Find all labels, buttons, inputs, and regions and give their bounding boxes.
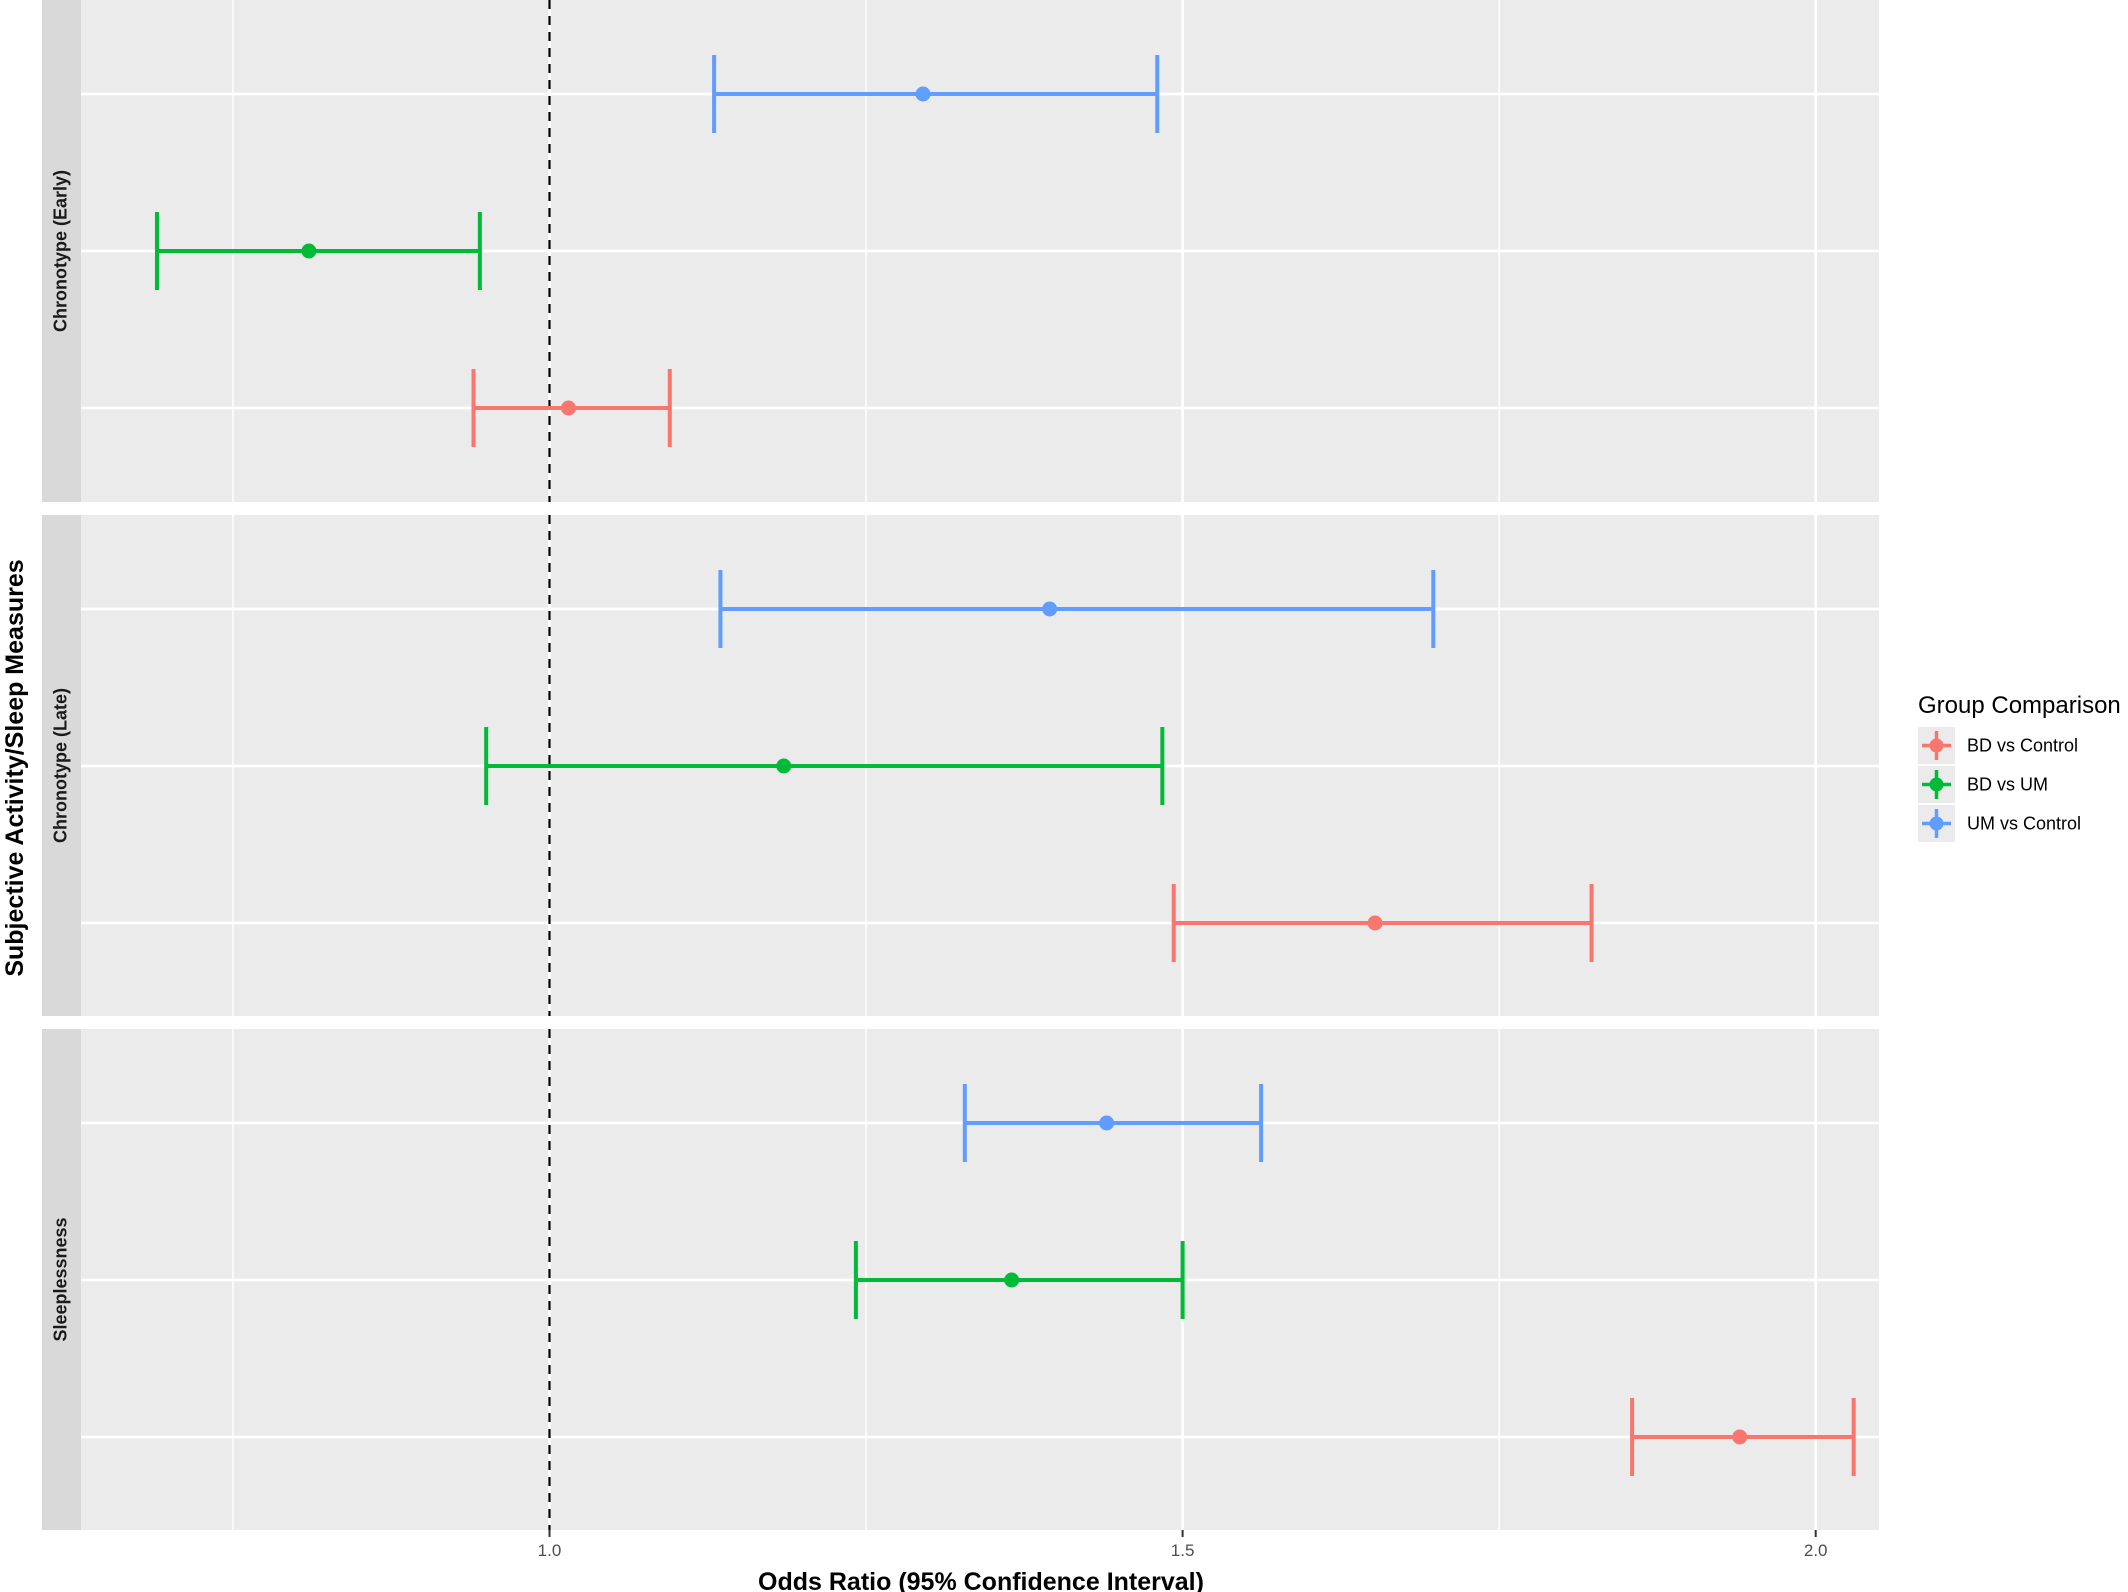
estimate-um-vs-control xyxy=(962,1084,1264,1162)
estimate-bd-vs-um xyxy=(484,727,1165,805)
legend-entry-bd-vs-um: BD vs UM xyxy=(1918,766,2048,803)
facet-label: Chronotype (Early) xyxy=(50,170,70,332)
facet-panels: Chronotype (Early) Chronotype (Late) Sleep… xyxy=(42,0,1879,1530)
legend-label: UM vs Control xyxy=(1967,814,2081,834)
legend: Group Comparison BD vs Control BD vs UM UM… xyxy=(1918,692,2121,842)
odds-ratio-point xyxy=(776,758,792,774)
x-tick-label: 2.0 xyxy=(1804,1541,1828,1560)
legend-label: BD vs UM xyxy=(1967,775,2048,795)
x-tick-label: 1.5 xyxy=(1171,1541,1195,1560)
estimate-um-vs-control xyxy=(712,55,1160,133)
legend-key-point xyxy=(1929,777,1944,792)
x-axis-title: Odds Ratio (95% Confidence Interval) xyxy=(758,1568,1204,1592)
x-axis: 1.0 1.5 2.0 xyxy=(538,1530,1828,1560)
legend-key-point xyxy=(1929,738,1944,753)
odds-ratio-point xyxy=(1732,1429,1748,1445)
odds-ratio-point xyxy=(915,86,931,102)
x-tick-label: 1.0 xyxy=(538,1541,562,1560)
facet-strip xyxy=(42,515,81,1016)
facet-chronotype-late: Chronotype (Late) xyxy=(42,515,1879,1016)
facet-strip xyxy=(42,1029,81,1530)
odds-ratio-point xyxy=(1099,1115,1115,1131)
legend-title: Group Comparison xyxy=(1918,692,2121,719)
estimate-bd-vs-um xyxy=(853,1241,1185,1319)
y-axis-title: Subjective Activity/Sleep Measures xyxy=(1,559,29,976)
odds-ratio-point xyxy=(1004,1272,1020,1288)
odds-ratio-point xyxy=(1367,915,1383,931)
legend-label: BD vs Control xyxy=(1967,736,2078,756)
estimate-bd-vs-control xyxy=(1630,1398,1856,1476)
legend-entry-bd-vs-control: BD vs Control xyxy=(1918,727,2078,764)
odds-ratio-point xyxy=(560,400,576,416)
facet-strip xyxy=(42,0,81,502)
legend-key-point xyxy=(1929,816,1944,831)
facet-chronotype-early: Chronotype (Early) xyxy=(42,0,1879,502)
estimate-bd-vs-um xyxy=(154,212,482,290)
facet-label: Sleeplessness xyxy=(50,1217,70,1341)
estimate-um-vs-control xyxy=(718,570,1436,648)
odds-ratio-point xyxy=(1042,601,1058,617)
estimate-bd-vs-control xyxy=(1171,884,1594,962)
estimate-bd-vs-control xyxy=(471,369,672,447)
legend-entry-um-vs-control: UM vs Control xyxy=(1918,805,2081,842)
odds-ratio-point xyxy=(301,243,317,259)
facet-sleeplessness: Sleeplessness xyxy=(42,1029,1879,1530)
facet-label: Chronotype (Late) xyxy=(50,688,70,843)
